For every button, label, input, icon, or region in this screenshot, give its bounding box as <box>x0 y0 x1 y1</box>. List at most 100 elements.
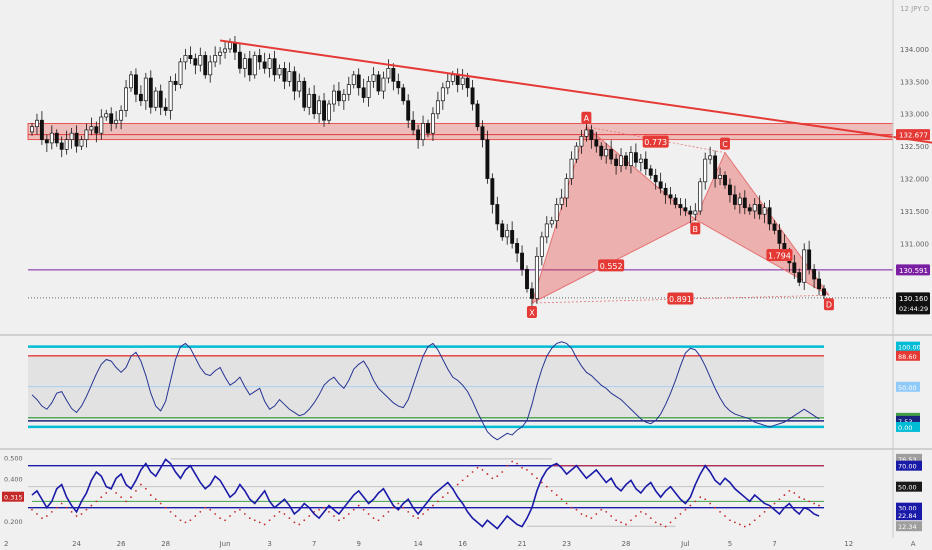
candle-body <box>401 87 406 102</box>
candle-body <box>713 155 718 179</box>
candle-45 <box>252 51 257 79</box>
candle-140 <box>723 171 727 189</box>
candle-110 <box>574 142 579 163</box>
osc-level-label: 30.00 <box>898 505 917 513</box>
candle-13 <box>94 121 99 143</box>
price-tick-label: 134.000 <box>900 46 929 54</box>
candle-54 <box>297 73 302 98</box>
candle-15 <box>104 109 109 121</box>
candle-142 <box>732 185 737 210</box>
time-tick-label: 12 <box>844 540 853 548</box>
candle-117 <box>609 140 614 165</box>
osc-dot <box>50 510 53 513</box>
candle-141 <box>727 178 732 203</box>
candle-body <box>614 158 619 166</box>
candle-body <box>178 61 183 85</box>
osc-dot <box>293 521 296 524</box>
time-axis[interactable]: 2 24 26 28 Jun 3 7 9 14 16 21 23 28 Jul 5 7 12 A <box>4 540 916 548</box>
osc-dot <box>85 508 88 511</box>
candle-27 <box>163 98 168 116</box>
osc-dot <box>531 473 533 475</box>
candle-body <box>718 174 723 179</box>
time-tick-label: 7 <box>312 540 316 548</box>
pattern-point-box <box>526 306 537 318</box>
osc-dot <box>90 504 93 507</box>
candle-body <box>322 100 327 121</box>
candle-123 <box>638 153 643 172</box>
osc-dot <box>149 494 152 496</box>
candle-body <box>534 255 539 299</box>
osc-dot <box>585 515 588 517</box>
stoch-level-label: 100.00 <box>898 344 921 352</box>
candle-body <box>539 236 544 257</box>
time-tick-label: Jun <box>219 540 231 548</box>
candle-body <box>678 204 683 209</box>
osc-dot <box>575 508 578 511</box>
candle-body <box>54 132 59 144</box>
time-tick-label: 26 <box>117 540 126 548</box>
candle-138 <box>713 150 718 188</box>
candle-102 <box>534 247 539 304</box>
osc-dot <box>224 519 226 522</box>
candle-body <box>817 278 822 290</box>
candle-body <box>356 74 361 89</box>
osc-dot <box>347 513 350 515</box>
osc-dot <box>253 519 256 522</box>
osc-dot <box>521 466 523 469</box>
candle-body <box>723 174 727 186</box>
candle-body <box>371 74 376 82</box>
time-tick-label: 24 <box>72 540 81 548</box>
osc-dot <box>140 483 142 486</box>
osc-dot <box>550 489 553 492</box>
osc-left-label: 0.400 <box>4 476 23 484</box>
candle-body <box>406 100 411 121</box>
osc-dot <box>397 502 400 505</box>
osc-level-tag <box>896 481 922 492</box>
candle-body <box>525 268 529 290</box>
time-tick-label: 14 <box>414 540 423 548</box>
candle-156 <box>802 243 807 291</box>
candle-body <box>732 194 737 205</box>
candle-134 <box>693 203 698 221</box>
osc-dot <box>753 519 756 522</box>
osc-dot <box>219 517 222 520</box>
osc-dot <box>818 504 820 507</box>
candle-100 <box>525 265 529 293</box>
candle-36 <box>208 55 213 83</box>
candle-150 <box>772 220 777 235</box>
osc-dot <box>496 475 499 478</box>
candle-106 <box>554 198 559 229</box>
candle-94 <box>495 196 500 231</box>
price-tick-label: 133.500 <box>900 78 929 86</box>
candle-body <box>267 58 272 69</box>
candle-80 <box>426 119 430 138</box>
candle-body <box>282 68 287 82</box>
pattern-point-label: B <box>693 225 699 234</box>
time-tick-label: 28 <box>622 540 631 548</box>
candle-body <box>450 74 455 82</box>
osc-dot <box>273 515 276 517</box>
candle-body <box>163 106 168 111</box>
candle-body <box>49 132 54 144</box>
osc-dot <box>813 502 815 505</box>
osc-dot <box>694 500 697 503</box>
osc-left-label: 0.315 <box>4 494 23 502</box>
candle-65 <box>351 70 356 89</box>
osc-dot <box>506 464 509 467</box>
osc-dot <box>387 510 390 513</box>
candle-109 <box>569 151 574 186</box>
candle-62 <box>336 81 341 106</box>
osc-dot <box>214 513 217 515</box>
candle-160 <box>822 284 826 300</box>
osc-level-tag <box>896 510 922 521</box>
osc-dot <box>229 515 231 517</box>
candle-body <box>158 90 163 108</box>
candle-body <box>312 93 317 115</box>
pattern-point-box <box>581 111 592 124</box>
candle-11 <box>84 123 89 148</box>
candle-87 <box>460 69 465 90</box>
osc-dot <box>298 523 301 526</box>
